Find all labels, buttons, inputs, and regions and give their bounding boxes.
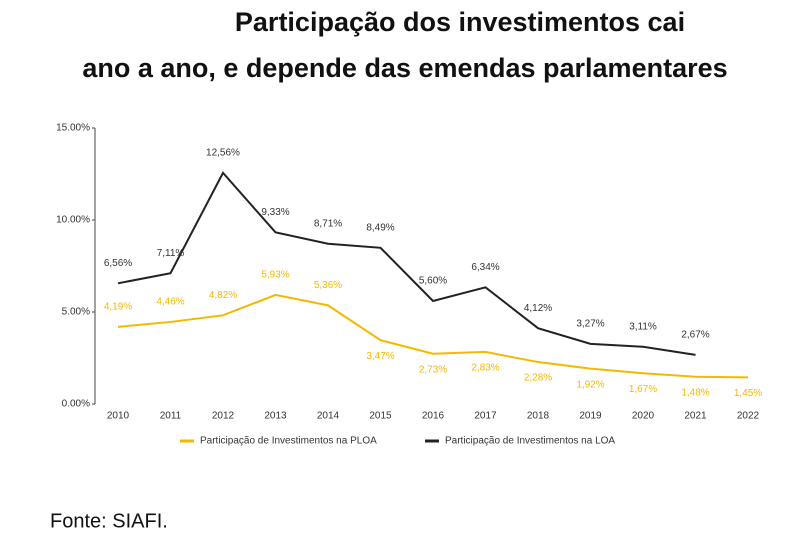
x-tick-label: 2016	[422, 411, 445, 422]
data-label: 8,71%	[314, 218, 342, 229]
y-tick-label: 0.00%	[62, 399, 90, 410]
data-label: 5,36%	[314, 280, 342, 291]
data-label: 4,46%	[156, 297, 184, 308]
x-tick-label: 2020	[632, 411, 655, 422]
x-tick-label: 2022	[737, 411, 760, 422]
x-tick-label: 2010	[107, 411, 130, 422]
data-label: 1,45%	[734, 388, 762, 399]
data-label: 2,67%	[681, 330, 709, 341]
x-tick-label: 2021	[684, 411, 707, 422]
data-label: 4,82%	[209, 290, 237, 301]
data-label: 7,11%	[157, 248, 185, 259]
x-tick-label: 2017	[474, 411, 497, 422]
data-label: 2,28%	[524, 373, 552, 384]
series-line	[117, 293, 749, 379]
legend-label: Participação de Investimentos na PLOA	[200, 436, 377, 447]
legend-label: Participação de Investimentos na LOA	[445, 436, 615, 447]
y-tick-label: 5.00%	[62, 307, 90, 318]
data-label: 6,34%	[471, 262, 499, 273]
data-label: 5,93%	[261, 270, 289, 281]
y-tick-label: 10.00%	[56, 215, 90, 226]
data-label: 3,47%	[366, 351, 394, 362]
data-label: 5,60%	[419, 276, 447, 287]
data-label: 2,73%	[419, 364, 447, 375]
data-label: 1,92%	[576, 379, 604, 390]
data-label: 1,48%	[681, 387, 709, 398]
data-label: 12,56%	[206, 148, 240, 159]
data-label: 4,19%	[104, 302, 132, 313]
data-label: 6,56%	[104, 258, 132, 269]
x-tick-label: 2013	[264, 411, 287, 422]
x-tick-label: 2015	[369, 411, 392, 422]
data-label: 2,83%	[471, 363, 499, 374]
source: Fonte: SIAFI.	[50, 510, 168, 532]
x-tick-label: 2012	[212, 411, 235, 422]
chart-title: ano a ano, e depende das emendas parlame…	[82, 53, 727, 83]
data-label: 3,27%	[576, 318, 604, 329]
x-tick-label: 2019	[579, 411, 602, 422]
data-label: 9,33%	[261, 207, 289, 218]
x-tick-label: 2011	[160, 411, 182, 422]
chart-title: Participação dos investimentos cai	[235, 7, 685, 37]
series-line	[117, 171, 696, 356]
data-label: 8,49%	[366, 222, 394, 233]
y-tick-label: 15.00%	[56, 123, 90, 134]
x-tick-label: 2014	[317, 411, 340, 422]
data-label: 3,11%	[629, 321, 657, 332]
data-label: 4,12%	[524, 303, 552, 314]
x-tick-label: 2018	[527, 411, 550, 422]
data-label: 1,67%	[629, 384, 657, 395]
